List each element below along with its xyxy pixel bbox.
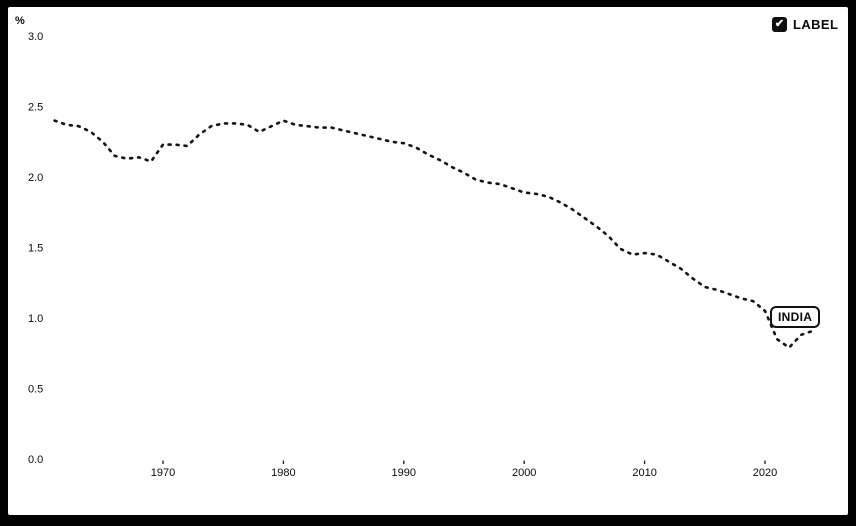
growth-rate-chart: %3.0 2.5 2.0 1.5 1.0 0.5 0.0 1970 1980 1990 2000 20… — [15, 15, 815, 479]
india-trend-line — [53, 119, 815, 349]
label-toggle-text: LABEL — [793, 17, 839, 32]
x-axis-tick-label: 2020 — [753, 467, 777, 479]
y-axis-tick-label: 3.0 — [28, 31, 43, 43]
x-axis-tick-label: 2010 — [632, 467, 656, 479]
y-axis-tick-label: 2.5 — [28, 102, 43, 114]
y-axis-tick-label: 0.5 — [28, 384, 43, 396]
checkbox-checked-icon[interactable]: ✔ — [772, 17, 787, 32]
x-axis-tick-label: 1980 — [271, 467, 295, 479]
series-label-india[interactable]: INDIA — [770, 306, 821, 328]
y-axis-tick-label: 1.0 — [28, 313, 43, 325]
y-axis-tick-label: 1.5 — [28, 243, 43, 255]
x-axis-tick-label: 1990 — [392, 467, 416, 479]
x-axis-tick-label: 2000 — [512, 467, 536, 479]
y-axis-tick-label: 0.0 — [28, 454, 43, 466]
label-toggle[interactable]: ✔ LABEL — [772, 17, 838, 32]
y-axis-tick-label: 2.0 — [28, 172, 43, 184]
y-axis-unit-label: % — [15, 15, 25, 27]
chart-panel: % 3.0 2.5 2.0 1.5 1.0 0.5 0.0 1970 1980 1990 2000 20… — [8, 7, 848, 515]
x-axis-tick-label: 1970 — [151, 467, 175, 479]
